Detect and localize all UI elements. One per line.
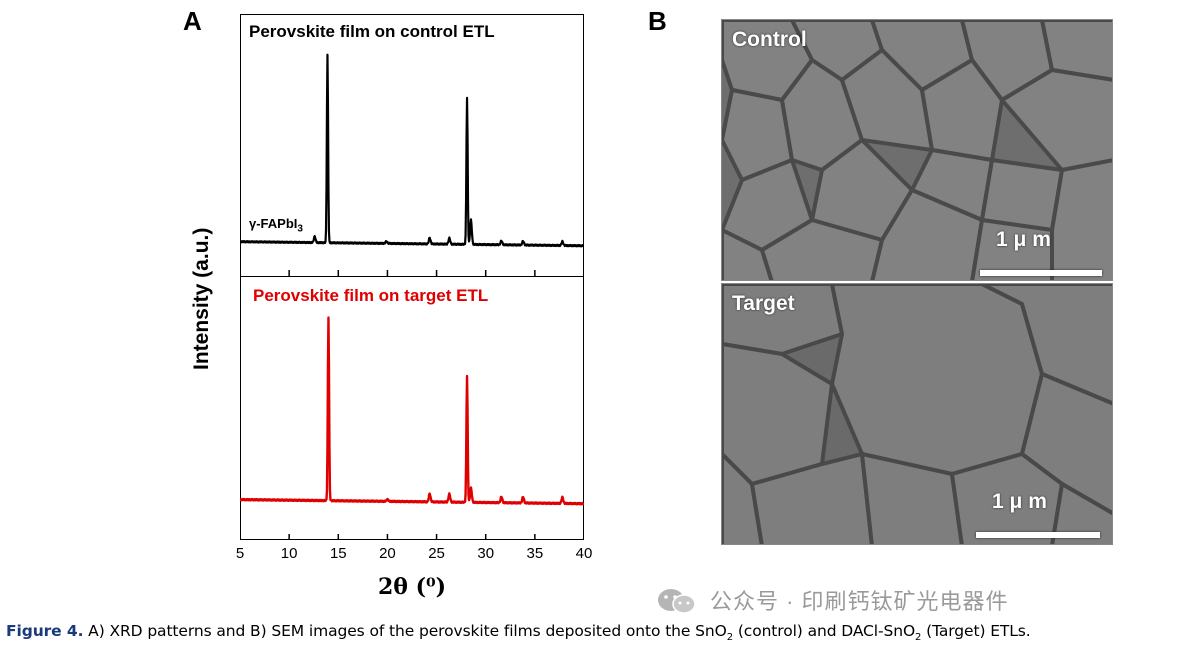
sem-grain-texture-control	[722, 20, 1112, 280]
caption-text-1: A) XRD patterns and B) SEM images of the…	[83, 622, 727, 640]
xrd-plot	[240, 53, 584, 540]
x-tick-label-30: 30	[477, 545, 495, 562]
y-axis-label: Intensity (a.u.)	[190, 227, 213, 370]
panel-a-letter: A	[183, 6, 202, 36]
x-tick-label-25: 25	[428, 545, 445, 562]
x-tick-label-40: 40	[575, 545, 593, 562]
x-tick-label-5: 5	[235, 545, 245, 562]
annotation-text: γ-FAPbI	[249, 216, 298, 231]
target-plot-title: Perovskite film on target ETL	[253, 286, 489, 305]
control-plot-box	[240, 14, 584, 278]
x-tick-label-35: 35	[526, 545, 544, 562]
scale-bar-target	[976, 532, 1100, 538]
x-axis-label: 2θ (⁰)	[378, 574, 447, 600]
x-tick-label-10: 10	[280, 545, 298, 562]
sem-control-label: Control	[732, 28, 807, 51]
watermark-text: 公众号 · 印刷钙钛矿光电器件	[710, 589, 1009, 614]
caption-sub-2: 2	[915, 632, 922, 644]
sem-grain-texture-target	[722, 284, 1112, 544]
scale-bar-text-target: 1 μ m	[992, 490, 1047, 513]
x-tick-label-20: 20	[379, 545, 396, 562]
sem-image-target: Target 1 μ m	[721, 283, 1113, 545]
sem-image-control: Control 1 μ m	[721, 19, 1113, 281]
control-trace	[240, 53, 584, 248]
target-trace	[240, 316, 584, 506]
figure-caption: Figure 4. A) XRD patterns and B) SEM ima…	[6, 622, 1031, 643]
annotation-subscript: 3	[297, 223, 303, 235]
sem-target-label: Target	[732, 292, 795, 315]
control-plot-title: Perovskite film on control ETL	[249, 22, 495, 41]
wechat-icon	[658, 589, 696, 614]
caption-text-3: (Target) ETLs.	[921, 622, 1031, 640]
x-axis-ticks	[240, 270, 584, 540]
caption-text-2: (control) and DACl-SnO	[733, 622, 916, 640]
gamma-fapbi3-annotation: γ-FAPbI3	[249, 216, 303, 235]
target-plot-box	[240, 276, 584, 540]
scale-bar-text-control: 1 μ m	[996, 228, 1051, 251]
scale-bar-control	[980, 270, 1102, 276]
x-tick-label-15: 15	[329, 545, 347, 562]
caption-sub-1: 2	[726, 632, 733, 644]
panel-b-letter: B	[648, 6, 667, 36]
figure-label: Figure 4.	[6, 622, 84, 640]
